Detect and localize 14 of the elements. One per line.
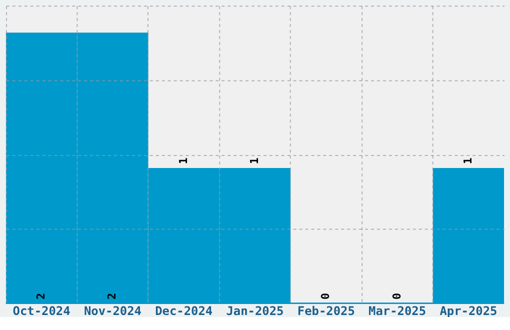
data-label: 1 <box>461 157 474 164</box>
x-tick-label: Apr-2025 <box>440 304 498 318</box>
x-tick-label: Dec-2024 <box>155 304 213 318</box>
data-label: 1 <box>248 157 261 164</box>
data-label: 0 <box>319 292 332 300</box>
x-tick-label: Oct-2024 <box>12 304 70 318</box>
data-label: 1 <box>176 157 190 164</box>
x-tick-label: Nov-2024 <box>84 304 142 318</box>
x-tick-label: Mar-2025 <box>368 304 426 318</box>
data-label: 2 <box>34 292 48 300</box>
x-tick-label: Feb-2025 <box>297 304 355 318</box>
data-label: 0 <box>390 292 404 300</box>
data-label: 2 <box>106 292 119 300</box>
x-tick-label: Jan-2025 <box>226 304 284 318</box>
